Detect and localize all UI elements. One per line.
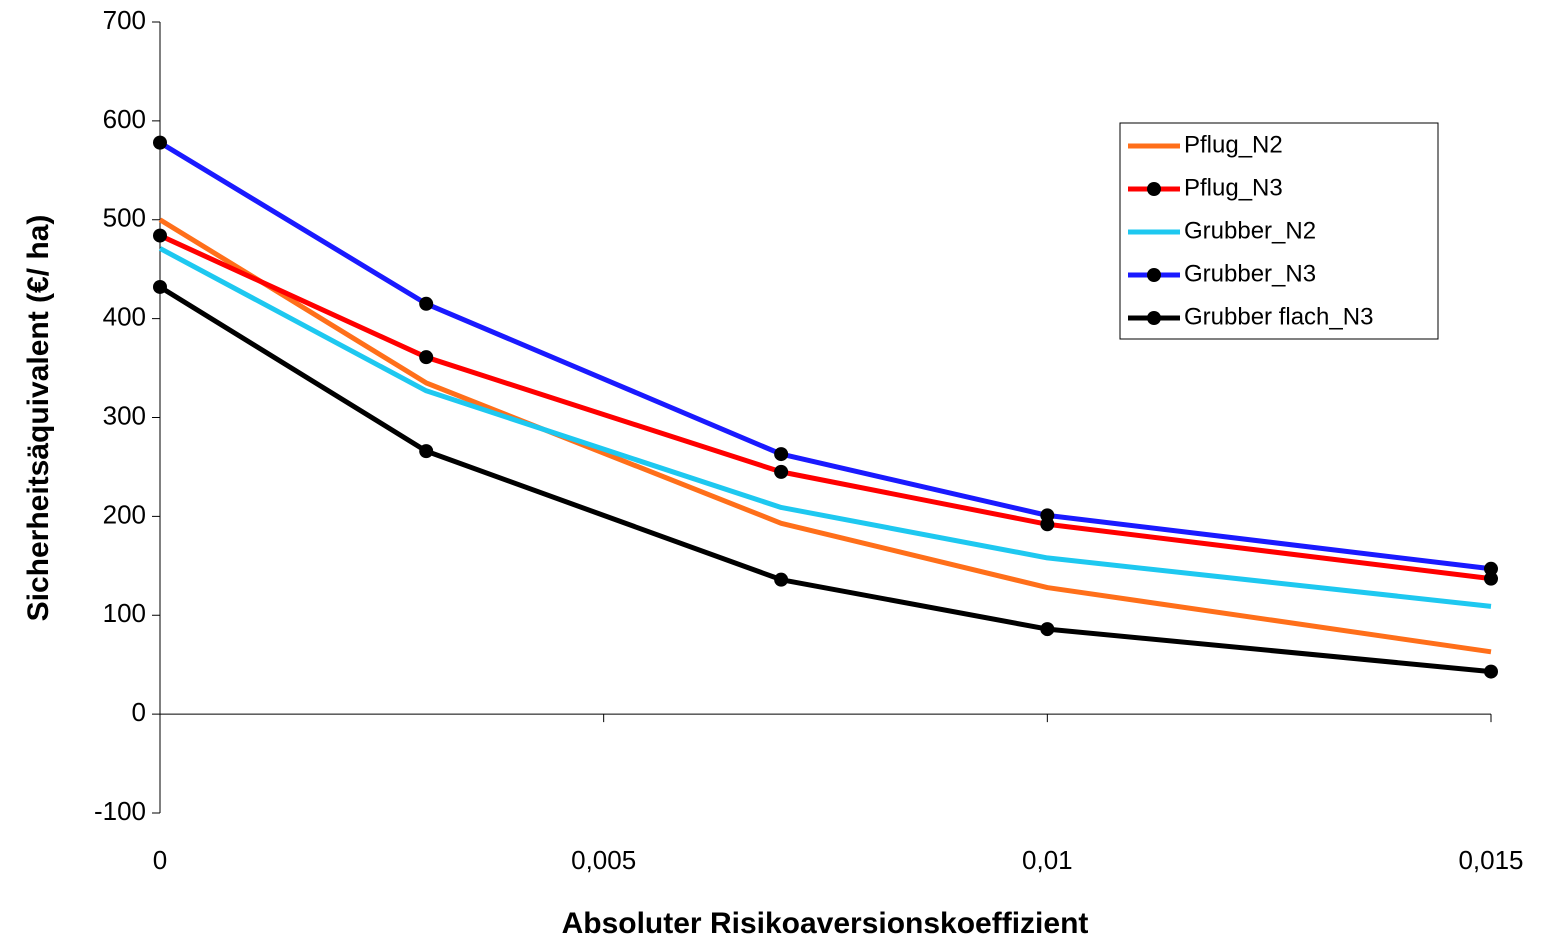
- series-line: [158, 246, 1492, 609]
- data-point: [1484, 571, 1498, 586]
- series-line: [158, 217, 1492, 655]
- x-tick-label: 0,005: [571, 845, 636, 875]
- data-point: [1484, 664, 1498, 679]
- y-tick-label: -100: [94, 796, 146, 826]
- legend-label: Grubber_N3: [1184, 260, 1316, 287]
- data-point: [153, 279, 167, 294]
- data-point: [774, 464, 789, 479]
- data-point: [1040, 508, 1055, 523]
- data-point: [774, 447, 789, 462]
- x-tick-label: 0,015: [1458, 845, 1523, 875]
- y-tick-label: 500: [103, 203, 146, 233]
- data-point: [153, 228, 167, 243]
- y-tick-label: 0: [132, 697, 146, 727]
- legend-label: Pflug_N2: [1184, 131, 1283, 158]
- y-tick-label: 300: [103, 400, 146, 430]
- data-point: [419, 296, 434, 311]
- data-point: [419, 444, 434, 459]
- legend-label: Grubber flach_N3: [1184, 303, 1373, 330]
- y-tick-label: 200: [103, 499, 146, 529]
- data-point: [153, 135, 167, 150]
- legend-marker: [1147, 268, 1161, 282]
- y-tick-label: 400: [103, 302, 146, 332]
- y-tick-label: 100: [103, 598, 146, 628]
- x-tick-label: 0,01: [1022, 845, 1073, 875]
- legend-label: Pflug_N3: [1184, 174, 1283, 201]
- data-point: [1040, 622, 1055, 637]
- y-axis-title: Sicherheitsäquivalent (€/ ha): [22, 215, 55, 622]
- data-point: [1484, 561, 1498, 576]
- legend: Pflug_N2 Pflug_N3 Grubber_N2 Grubber_N3 Grub…: [1128, 131, 1373, 330]
- x-tick-label: 0: [153, 845, 167, 875]
- x-axis-title: Absoluter Risikoaversionskoeffizient: [562, 907, 1089, 940]
- y-tick-label: 600: [103, 104, 146, 134]
- legend-marker: [1147, 182, 1161, 196]
- data-point: [774, 572, 789, 587]
- legend-marker: [1147, 311, 1161, 325]
- y-tick-label: 700: [103, 5, 146, 35]
- legend-label: Grubber_N2: [1184, 217, 1316, 244]
- data-point: [419, 350, 434, 365]
